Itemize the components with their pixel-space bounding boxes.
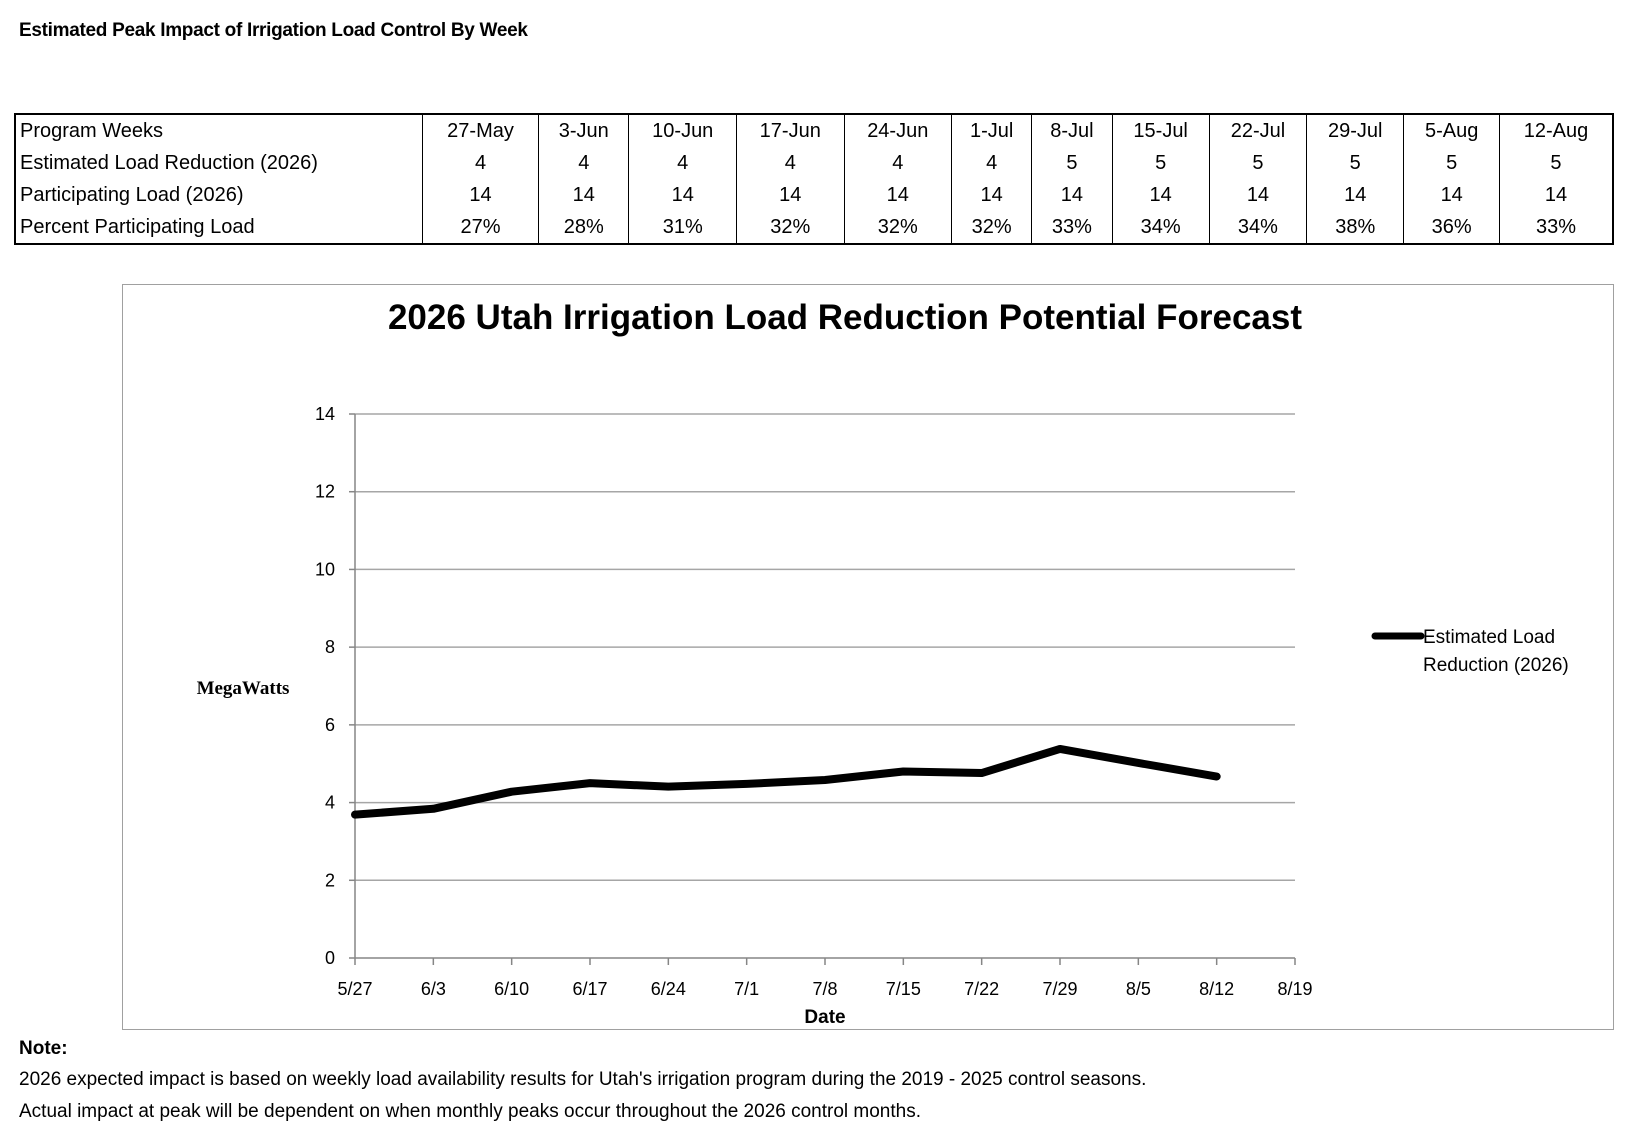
table-cell: 14 [736, 179, 845, 211]
x-tick-label: 8/12 [1199, 979, 1234, 999]
table-row: Program Weeks 27-May 3-Jun 10-Jun 17-Jun 24-J… [15, 114, 1613, 147]
table-cell: 14 [843, 179, 952, 211]
table-cell: 5 [1498, 147, 1613, 179]
table-cell: 5 [1031, 147, 1112, 179]
table-cell: 29-Jul [1306, 114, 1404, 147]
chart-area: 2026 Utah Irrigation Load Reduction Pote… [122, 284, 1614, 1030]
table-cell: 14 [1306, 179, 1404, 211]
table-cell: 32% [843, 211, 952, 244]
row-label: Estimated Load Reduction (2026) [20, 152, 318, 174]
weekly-impact-table: Program Weeks 27-May 3-Jun 10-Jun 17-Jun 24-J… [14, 113, 1614, 245]
x-tick-label: 5/27 [337, 979, 372, 999]
table-cell: 3-Jun [538, 114, 629, 147]
table-cell: 14 [421, 179, 539, 211]
table-cell: 5 [1306, 147, 1404, 179]
table-cell: 4 [736, 147, 845, 179]
x-tick-label: 8/19 [1277, 979, 1312, 999]
y-tick-label: 2 [325, 870, 335, 890]
table-cell: 5 [1208, 147, 1307, 179]
note-heading: Note: [19, 1038, 68, 1059]
x-tick-label: 6/24 [651, 979, 686, 999]
y-tick-label: 10 [315, 559, 335, 579]
table-cell: 38% [1306, 211, 1404, 244]
y-tick-label: 8 [325, 637, 335, 657]
row-label: Program Weeks [20, 120, 164, 142]
table-cell: 8-Jul [1031, 114, 1112, 147]
y-tick-label: 0 [325, 948, 335, 968]
chart-title: 2026 Utah Irrigation Load Reduction Pote… [388, 298, 1302, 337]
table-row: Participating Load (2026) 14 14 14 14 14 14 14 1… [15, 179, 1613, 211]
y-tick-label: 4 [325, 793, 335, 813]
table-cell: 4 [628, 147, 737, 179]
table-cell: 28% [538, 211, 629, 244]
x-tick-label: 7/8 [812, 979, 837, 999]
table-cell: 14 [1111, 179, 1210, 211]
table-cell: 33% [1031, 211, 1112, 244]
x-tick-label: 7/29 [1042, 979, 1077, 999]
table-cell: 14 [538, 179, 629, 211]
table-cell: 4 [538, 147, 629, 179]
y-tick-label: 6 [325, 715, 335, 735]
table-cell: 24-Jun [843, 114, 952, 147]
table-cell: 27-May [421, 114, 539, 147]
x-tick-label: 6/10 [494, 979, 529, 999]
table-cell: 36% [1403, 211, 1500, 244]
row-label: Percent Participating Load [20, 216, 255, 238]
table-cell: 15-Jul [1111, 114, 1210, 147]
x-tick-label: 6/3 [421, 979, 446, 999]
series-line [351, 744, 1221, 819]
table-cell: 14 [1031, 179, 1112, 211]
y-tick-label: 12 [315, 482, 335, 502]
table-cell: 14 [1208, 179, 1307, 211]
x-tick-label: 7/1 [734, 979, 759, 999]
table-cell: 10-Jun [628, 114, 737, 147]
table-cell: 5 [1111, 147, 1210, 179]
table-cell: 14 [951, 179, 1032, 211]
note-line-2: Actual impact at peak will be dependent … [19, 1101, 921, 1122]
page-title: Estimated Peak Impact of Irrigation Load… [19, 20, 528, 41]
table-cell: 14 [1498, 179, 1613, 211]
note-line-1: 2026 expected impact is based on weekly … [19, 1069, 1147, 1090]
table-cell: 22-Jul [1208, 114, 1307, 147]
x-tick-label: 7/15 [886, 979, 921, 999]
y-tick-label: 14 [315, 404, 335, 424]
table-cell: 5-Aug [1403, 114, 1500, 147]
table-cell: 32% [736, 211, 845, 244]
table-cell: 17-Jun [736, 114, 845, 147]
table-cell: 27% [421, 211, 539, 244]
table-cell: 34% [1208, 211, 1307, 244]
table-cell: 14 [628, 179, 737, 211]
legend-label: Estimated Load Reduction (2026) [1423, 627, 1569, 676]
x-tick-label: 8/5 [1126, 979, 1151, 999]
table-cell: 4 [421, 147, 539, 179]
x-tick-label: 6/17 [572, 979, 607, 999]
table-cell: 31% [628, 211, 737, 244]
table-row: Estimated Load Reduction (2026) 4 4 4 4 4 4 5 5 5… [15, 147, 1613, 179]
table-cell: 4 [951, 147, 1032, 179]
table-cell: 34% [1111, 211, 1210, 244]
x-tick-label: 7/22 [964, 979, 999, 999]
row-label: Participating Load (2026) [20, 184, 244, 206]
table-cell: 33% [1498, 211, 1613, 244]
table-cell: 14 [1403, 179, 1500, 211]
line-chart: 2026 Utah Irrigation Load Reduction Pote… [197, 298, 1569, 1028]
table-cell: 1-Jul [951, 114, 1032, 147]
table-cell: 12-Aug [1498, 114, 1613, 147]
table-cell: 5 [1403, 147, 1500, 179]
y-axis-label: MegaWatts [197, 678, 290, 699]
table-cell: 32% [951, 211, 1032, 244]
table-row: Percent Participating Load 27% 28% 31% 32% 32… [15, 211, 1613, 244]
x-axis-label: Date [804, 1007, 845, 1028]
table-cell: 4 [843, 147, 952, 179]
